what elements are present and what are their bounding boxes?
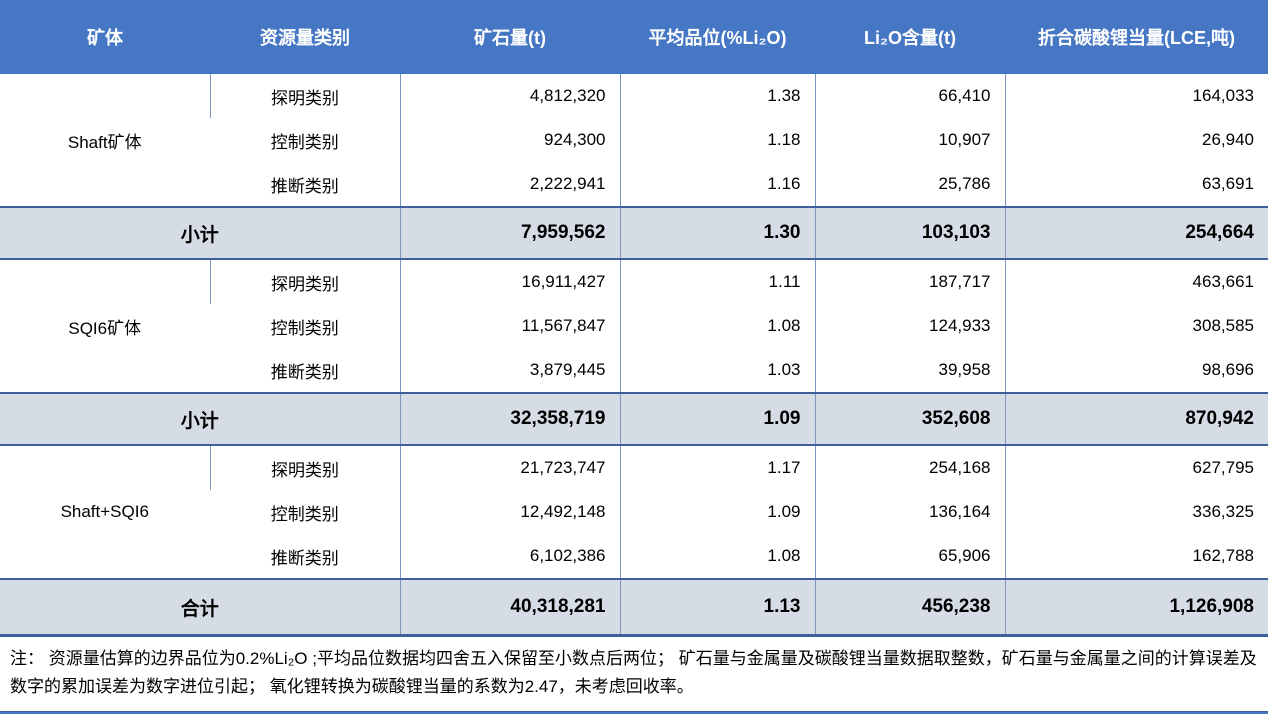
table-row: Shaft矿体 探明类别 4,812,320 1.38 66,410 164,0… [0,74,1268,207]
header-cell-lce: 折合碳酸锂当量(LCE,吨) [1005,0,1268,74]
category-cell: 推断类别 [210,162,400,207]
table-row: 控制类别 12,492,148 1.09 136,164 336,325 [0,490,1268,534]
footnote-text: 注： 资源量估算的边界品位为0.2%Li₂O ;平均品位数据均四舍五入保留至小数… [0,636,1268,713]
total-grade: 1.13 [619,578,815,636]
grade-cell: 1.38 [619,74,815,118]
lce-cell: 463,661 [1004,259,1268,304]
subtotal-ore-quantity: 7,959,562 [399,206,620,260]
li2o-cell: 187,717 [814,259,1005,304]
table-row: 控制类别 11,567,847 1.08 124,933 308,585 [0,304,1268,348]
ore-quantity-cell: 2,222,941 [399,162,620,207]
grade-cell: 1.03 [619,348,815,393]
total-row: 合计 40,318,281 1.13 456,238 1,126,908 [0,578,1268,636]
resource-table: 矿体 资源量类别 矿石量(t) 平均品位(%Li₂O) Li₂O含量(t) 折合… [0,0,1268,636]
ore-quantity-cell: 12,492,148 [399,490,620,534]
grade-cell: 1.09 [619,490,815,534]
category-cell: 控制类别 [210,118,400,162]
grade-cell: 1.18 [619,118,815,162]
category-cell: 控制类别 [210,490,400,534]
li2o-cell: 65,906 [814,534,1005,579]
li2o-cell: 124,933 [814,304,1005,348]
lce-cell: 164,033 [1004,74,1268,118]
bottom-accent-bar [0,712,1268,714]
orebody-cell: Shaft+SQI6 [0,445,210,579]
lce-cell: 162,788 [1004,534,1268,579]
total-lce: 1,126,908 [1004,578,1268,636]
lce-cell: 308,585 [1004,304,1268,348]
table-row: 推断类别 2,222,941 1.16 25,786 63,691 [0,162,1268,207]
table-header: 矿体 资源量类别 矿石量(t) 平均品位(%Li₂O) Li₂O含量(t) 折合… [0,0,1268,74]
table-row: 控制类别 924,300 1.18 10,907 26,940 [0,118,1268,162]
header-cell-orebody: 矿体 [0,0,210,74]
grade-cell: 1.17 [619,445,815,490]
table-row: Shaft+SQI6 探明类别 21,723,747 1.17 254,168 … [0,445,1268,579]
li2o-cell: 66,410 [814,74,1005,118]
li2o-cell: 10,907 [814,118,1005,162]
ore-quantity-cell: 21,723,747 [399,445,620,490]
header-cell-ore-quantity: 矿石量(t) [400,0,620,74]
lce-cell: 98,696 [1004,348,1268,393]
lce-cell: 627,795 [1004,445,1268,490]
grade-cell: 1.08 [619,534,815,579]
category-cell: 探明类别 [209,445,400,490]
grade-cell: 1.11 [619,259,815,304]
header-cell-category: 资源量类别 [210,0,400,74]
total-label: 合计 [0,578,400,636]
total-li2o: 456,238 [814,578,1005,636]
orebody-cell: SQI6矿体 [0,259,210,393]
header-row: 矿体 资源量类别 矿石量(t) 平均品位(%Li₂O) Li₂O含量(t) 折合… [0,0,1268,74]
subtotal-row: 小计 32,358,719 1.09 352,608 870,942 [0,392,1268,446]
header-cell-li2o-content: Li₂O含量(t) [815,0,1005,74]
subtotal-row: 小计 7,959,562 1.30 103,103 254,664 [0,206,1268,260]
lce-cell: 336,325 [1004,490,1268,534]
ore-quantity-cell: 11,567,847 [399,304,620,348]
subtotal-lce: 254,664 [1004,206,1268,260]
li2o-cell: 25,786 [814,162,1005,207]
ore-quantity-cell: 4,812,320 [399,74,620,118]
total-ore-quantity: 40,318,281 [399,578,620,636]
grade-cell: 1.16 [619,162,815,207]
lce-cell: 26,940 [1004,118,1268,162]
ore-quantity-cell: 6,102,386 [399,534,620,579]
subtotal-li2o: 352,608 [814,392,1005,446]
subtotal-grade: 1.30 [619,206,815,260]
ore-quantity-cell: 3,879,445 [399,348,620,393]
grade-cell: 1.08 [619,304,815,348]
category-cell: 探明类别 [209,74,400,118]
category-cell: 推断类别 [210,534,400,579]
table-row: 推断类别 3,879,445 1.03 39,958 98,696 [0,348,1268,393]
li2o-cell: 136,164 [814,490,1005,534]
subtotal-grade: 1.09 [619,392,815,446]
subtotal-lce: 870,942 [1004,392,1268,446]
subtotal-label: 小计 [0,392,400,446]
orebody-cell: Shaft矿体 [0,74,210,207]
li2o-cell: 39,958 [814,348,1005,393]
subtotal-ore-quantity: 32,358,719 [399,392,620,446]
category-cell: 探明类别 [209,259,400,304]
subtotal-label: 小计 [0,206,400,260]
header-cell-avg-grade: 平均品位(%Li₂O) [620,0,815,74]
ore-quantity-cell: 924,300 [399,118,620,162]
category-cell: 控制类别 [210,304,400,348]
subtotal-li2o: 103,103 [814,206,1005,260]
ore-quantity-cell: 16,911,427 [399,259,620,304]
category-cell: 推断类别 [210,348,400,393]
table-row: 推断类别 6,102,386 1.08 65,906 162,788 [0,534,1268,579]
table-row: SQI6矿体 探明类别 16,911,427 1.11 187,717 463,… [0,259,1268,393]
li2o-cell: 254,168 [814,445,1005,490]
lce-cell: 63,691 [1004,162,1268,207]
